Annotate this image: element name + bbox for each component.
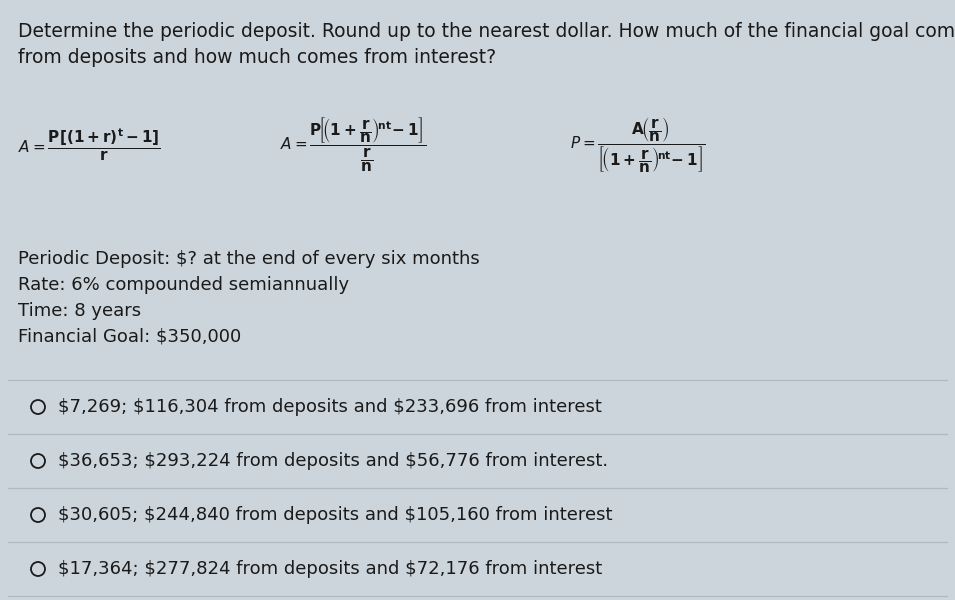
Text: from deposits and how much comes from interest?: from deposits and how much comes from in… [18, 48, 497, 67]
Text: $36,653; $293,224 from deposits and $56,776 from interest.: $36,653; $293,224 from deposits and $56,… [58, 452, 608, 470]
Text: $17,364; $277,824 from deposits and $72,176 from interest: $17,364; $277,824 from deposits and $72,… [58, 560, 603, 578]
Text: $30,605; $244,840 from deposits and $105,160 from interest: $30,605; $244,840 from deposits and $105… [58, 506, 612, 524]
Text: Time: 8 years: Time: 8 years [18, 302, 141, 320]
Text: $A = \dfrac{\mathbf{P\!\left[\!\left(1+\dfrac{r}{n}\right)^{\!nt}\!-1\right]}}{\: $A = \dfrac{\mathbf{P\!\left[\!\left(1+\… [280, 116, 426, 174]
Text: Periodic Deposit: $? at the end of every six months: Periodic Deposit: $? at the end of every… [18, 250, 479, 268]
Text: Determine the periodic deposit. Round up to the nearest dollar. How much of the : Determine the periodic deposit. Round up… [18, 22, 955, 41]
Text: $P = \dfrac{\mathbf{A\!\left(\dfrac{r}{n}\right)}}{\mathbf{\left[\!\left(1+\dfra: $P = \dfrac{\mathbf{A\!\left(\dfrac{r}{n… [570, 115, 706, 175]
Text: $7,269; $116,304 from deposits and $233,696 from interest: $7,269; $116,304 from deposits and $233,… [58, 398, 602, 416]
Text: $A = \dfrac{\mathbf{P[(1+r)^t - 1]}}{\mathbf{r}}$: $A = \dfrac{\mathbf{P[(1+r)^t - 1]}}{\ma… [18, 127, 160, 163]
Text: Financial Goal: $350,000: Financial Goal: $350,000 [18, 328, 242, 346]
Text: Rate: 6% compounded semiannually: Rate: 6% compounded semiannually [18, 276, 350, 294]
